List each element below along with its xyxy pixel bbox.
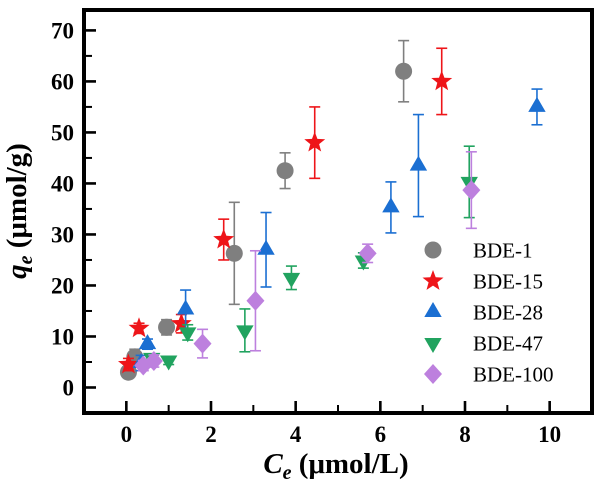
y-axis-unit: (μmol/g)	[1, 143, 33, 255]
series-BDE-1	[119, 39, 413, 381]
data-point-BDE-1	[158, 318, 176, 336]
data-point-BDE-28	[528, 96, 546, 112]
legend-label: BDE-100	[473, 363, 554, 387]
x-tick-label: 2	[205, 422, 217, 447]
data-points	[118, 39, 546, 381]
plot-frame	[82, 8, 594, 415]
legend-item-BDE-15: BDE-15	[422, 270, 543, 294]
legend-item-BDE-47: BDE-47	[424, 332, 543, 356]
y-tick-label: 50	[51, 120, 74, 145]
data-point-BDE-100	[358, 243, 377, 264]
data-point-BDE-1	[395, 62, 413, 80]
data-point-BDE-100	[462, 180, 481, 201]
data-point-BDE-28	[176, 299, 195, 315]
legend-item-BDE-28: BDE-28	[424, 301, 543, 325]
x-tick-label: 0	[121, 422, 133, 447]
data-point-BDE-28	[138, 334, 157, 350]
series-BDE-15	[118, 47, 453, 374]
axis-ticks	[86, 29, 593, 411]
y-tick-label: 60	[51, 69, 74, 94]
y-tick-label: 0	[63, 375, 75, 400]
data-point-BDE-15	[431, 70, 453, 91]
triangle-up-legend-icon	[424, 302, 442, 317]
legend-item-BDE-100: BDE-100	[424, 363, 554, 387]
data-point-BDE-28	[382, 197, 400, 213]
tick-labels: 0 2 4 6 8 10 0 10 20 30 40 50 60 70	[51, 18, 561, 447]
star-legend-icon	[422, 270, 444, 290]
circle-legend-icon	[424, 241, 442, 259]
data-point-BDE-28	[409, 155, 428, 171]
y-axis-subscript: e	[15, 255, 37, 264]
data-point-BDE-47	[159, 355, 178, 371]
data-point-BDE-28	[257, 239, 275, 255]
data-point-BDE-15	[118, 353, 139, 374]
y-tick-label: 70	[51, 18, 74, 43]
y-tick-label: 20	[51, 273, 74, 298]
data-point-BDE-100	[144, 350, 163, 371]
data-point-BDE-47	[236, 325, 254, 341]
data-point-BDE-15	[128, 317, 150, 338]
x-tick-label: 6	[375, 422, 387, 447]
legend-label: BDE-15	[473, 270, 543, 294]
triangle-down-legend-icon	[424, 338, 442, 353]
data-point-BDE-47	[179, 327, 197, 343]
x-tick-label: 10	[538, 422, 561, 447]
data-point-BDE-15	[170, 312, 192, 333]
y-tick-label: 40	[51, 171, 74, 196]
x-axis-unit: (μmol/L)	[292, 448, 409, 480]
x-axis-subscript: e	[283, 462, 292, 484]
y-tick-label: 10	[51, 324, 74, 349]
series-BDE-47	[143, 145, 478, 371]
y-axis-variable: q	[1, 264, 33, 279]
data-point-BDE-15	[304, 131, 326, 152]
legend-label: BDE-28	[473, 301, 543, 325]
x-axis-variable: C	[263, 448, 283, 480]
y-tick-label: 30	[51, 222, 74, 247]
series-BDE-100	[134, 151, 481, 376]
x-tick-label: 8	[459, 422, 471, 447]
legend-label: BDE-1	[473, 239, 533, 263]
legend-label: BDE-47	[473, 332, 543, 356]
data-point-BDE-1	[276, 162, 294, 180]
legend-item-BDE-1: BDE-1	[424, 239, 533, 263]
data-point-BDE-47	[282, 272, 301, 288]
data-point-BDE-15	[213, 228, 235, 249]
chart-legend: BDE-1 BDE-15 BDE-28 BDE-47 BDE-100	[422, 239, 554, 387]
x-tick-label: 4	[290, 422, 302, 447]
y-axis-title: qe (μmol/g)	[1, 143, 37, 279]
diamond-legend-icon	[424, 364, 442, 384]
data-point-BDE-100	[193, 333, 212, 354]
data-point-BDE-1	[225, 244, 243, 262]
x-axis-title: Ce (μmol/L)	[263, 448, 408, 484]
data-point-BDE-100	[246, 290, 265, 311]
